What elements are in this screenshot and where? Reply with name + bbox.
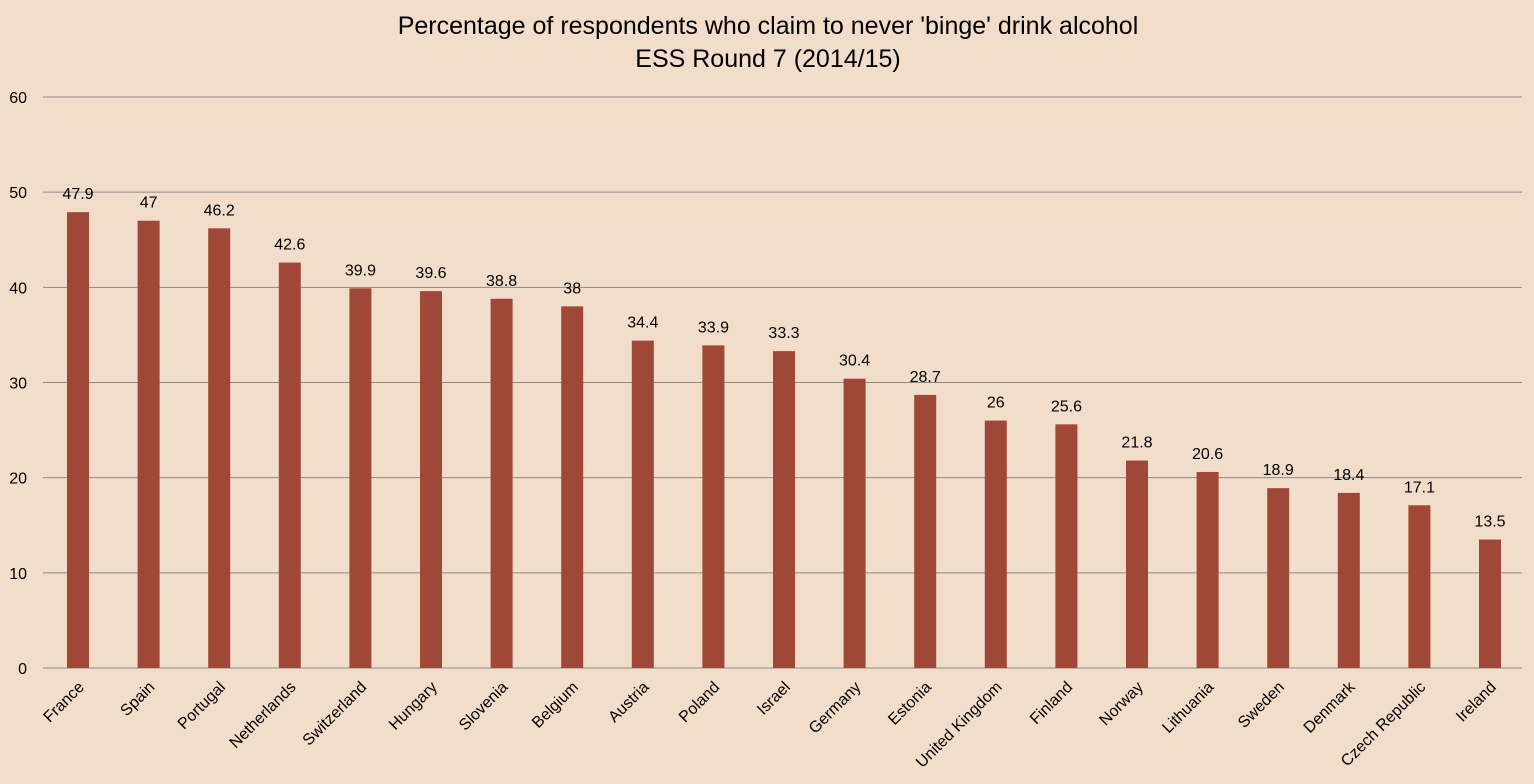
data-label: 13.5 bbox=[1474, 514, 1505, 531]
chart-subtitle: ESS Round 7 (2014/15) bbox=[635, 45, 900, 73]
data-label: 20.6 bbox=[1192, 446, 1223, 463]
bar-slovenia bbox=[490, 298, 513, 668]
y-tick-label: 60 bbox=[9, 90, 27, 107]
y-tick-label: 10 bbox=[9, 566, 27, 583]
data-label: 39.6 bbox=[415, 265, 446, 282]
data-label: 33.3 bbox=[768, 325, 799, 342]
chart-title: Percentage of respondents who claim to n… bbox=[398, 12, 1139, 40]
bar-austria bbox=[631, 340, 654, 668]
data-labels: 47.9 47 46.2 42.6 39.9 39.6 38.8 38 34.4 33.9 33.3… bbox=[62, 186, 1505, 530]
y-tick-label: 20 bbox=[9, 471, 27, 488]
bar-norway bbox=[1126, 460, 1148, 668]
data-label: 47.9 bbox=[62, 186, 93, 203]
bar-sweden bbox=[1267, 488, 1290, 668]
bar-belgium bbox=[561, 306, 584, 668]
data-label: 28.7 bbox=[910, 369, 941, 386]
data-label: 39.9 bbox=[345, 262, 376, 279]
data-label: 38 bbox=[563, 280, 581, 297]
bar-finland bbox=[1055, 424, 1078, 668]
data-label: 38.8 bbox=[486, 273, 517, 290]
bar-germany bbox=[843, 378, 866, 668]
data-label: 33.9 bbox=[698, 319, 729, 336]
bar-denmark bbox=[1337, 492, 1360, 668]
data-label: 21.8 bbox=[1121, 435, 1152, 452]
data-label: 42.6 bbox=[274, 237, 305, 254]
y-tick-label: 0 bbox=[18, 661, 27, 678]
bar-israel bbox=[773, 351, 795, 668]
y-tick-label: 30 bbox=[9, 376, 27, 393]
y-axis-ticks: 0 10 20 30 40 50 60 bbox=[9, 90, 27, 678]
data-label: 25.6 bbox=[1051, 398, 1082, 415]
data-label: 26 bbox=[987, 395, 1005, 412]
data-label: 17.1 bbox=[1404, 479, 1435, 496]
y-tick-label: 50 bbox=[9, 185, 27, 202]
y-tick-label: 40 bbox=[9, 280, 27, 297]
bar-hungary bbox=[420, 291, 442, 668]
bar-portugal bbox=[208, 228, 231, 668]
data-label: 47 bbox=[140, 195, 158, 212]
bar-poland bbox=[702, 345, 725, 668]
data-label: 46.2 bbox=[204, 202, 235, 219]
bar-netherlands bbox=[278, 262, 301, 668]
data-label: 30.4 bbox=[839, 353, 870, 370]
bar-estonia bbox=[914, 394, 937, 668]
data-label: 34.4 bbox=[627, 315, 658, 332]
bar-united-kingdom bbox=[984, 420, 1007, 668]
bar-czech-republic bbox=[1408, 505, 1431, 668]
data-label: 18.4 bbox=[1333, 467, 1364, 484]
bar-spain bbox=[137, 220, 160, 668]
bar-ireland bbox=[1479, 539, 1501, 668]
bar-lithuania bbox=[1196, 471, 1219, 668]
bars bbox=[67, 212, 1501, 668]
data-label: 18.9 bbox=[1263, 462, 1294, 479]
bar-france bbox=[67, 212, 89, 668]
bar-switzerland bbox=[349, 288, 372, 668]
